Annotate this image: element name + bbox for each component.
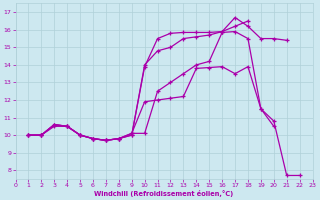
X-axis label: Windchill (Refroidissement éolien,°C): Windchill (Refroidissement éolien,°C) xyxy=(94,190,234,197)
